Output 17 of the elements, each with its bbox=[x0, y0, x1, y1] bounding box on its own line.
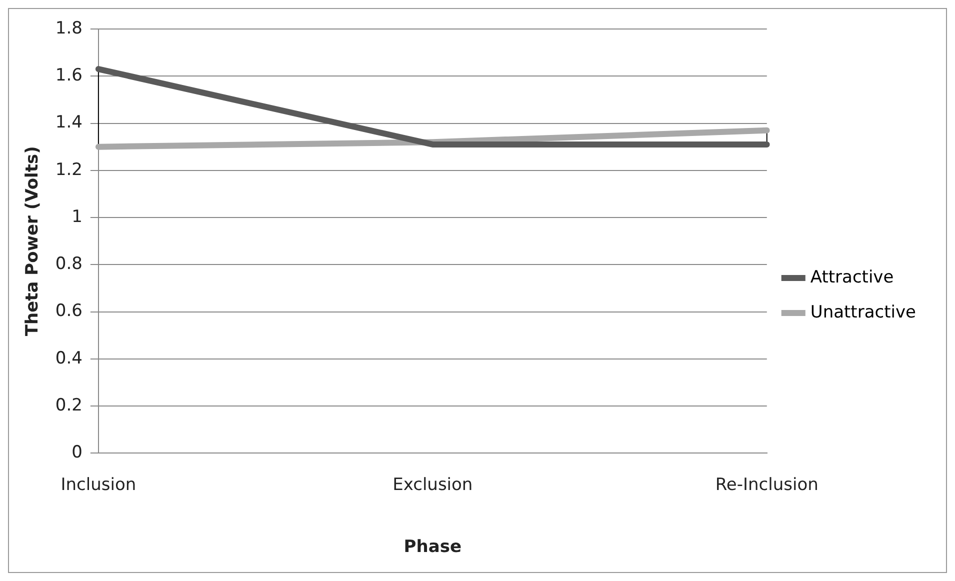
y-tick-label: 1.8 bbox=[55, 18, 82, 38]
y-axis-title: Theta Power (Volts) bbox=[22, 146, 43, 336]
y-tick-label: 1.4 bbox=[55, 112, 82, 133]
y-tick-label: 0 bbox=[72, 442, 82, 463]
y-tick-label: 1 bbox=[72, 206, 82, 227]
legend-label: Attractive bbox=[810, 267, 894, 288]
y-tick-label: 0.6 bbox=[55, 301, 82, 322]
y-tick-label: 1.2 bbox=[55, 160, 82, 180]
x-tick-label: Inclusion bbox=[60, 474, 136, 495]
x-axis-title: Phase bbox=[404, 537, 462, 558]
y-tick-label: 0.2 bbox=[55, 395, 82, 416]
legend-label: Unattractive bbox=[810, 302, 916, 322]
y-tick-label: 0.4 bbox=[55, 348, 82, 368]
x-tick-label: Exclusion bbox=[392, 474, 473, 495]
y-tick-label: 1.6 bbox=[55, 66, 82, 86]
x-tick-label: Re-Inclusion bbox=[715, 474, 818, 495]
y-tick-label: 0.8 bbox=[55, 254, 82, 274]
